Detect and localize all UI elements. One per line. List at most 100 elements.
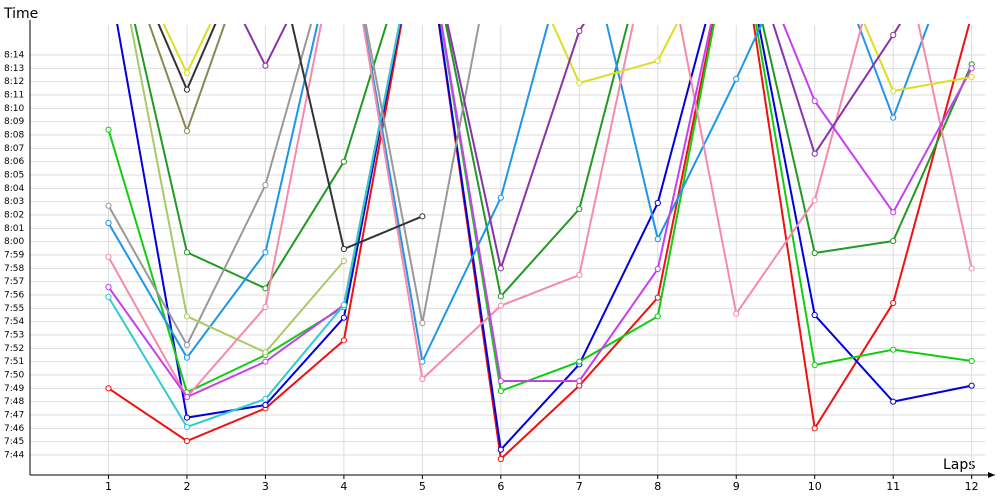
point (262, 395, 269, 403)
point (419, 375, 426, 383)
point (890, 209, 897, 216)
series-line (107, 24, 972, 394)
y-tick-label: 7:57 (4, 277, 24, 287)
point (576, 79, 583, 87)
point (811, 249, 818, 257)
point (419, 213, 426, 220)
x-tick-label: 3 (262, 480, 269, 493)
point (183, 414, 191, 421)
point (576, 205, 583, 213)
series-line (116, 24, 972, 452)
y-tick-label: 7:49 (4, 384, 24, 394)
y-tick-label: 8:00 (4, 237, 24, 247)
point (262, 62, 269, 69)
point (890, 346, 897, 353)
point (654, 57, 661, 65)
point (497, 455, 504, 463)
point (419, 319, 426, 327)
point (890, 87, 897, 95)
y-tick-label: 7:48 (4, 397, 24, 407)
y-tick-label: 8:02 (4, 211, 24, 221)
x-tick-label: 2 (183, 480, 190, 493)
point (811, 361, 818, 369)
point (262, 285, 269, 292)
y-tick-label: 8:06 (4, 157, 24, 167)
point (576, 358, 583, 365)
y-tick-label: 7:53 (4, 331, 24, 341)
y-axis-title: Time (3, 6, 38, 22)
point (340, 337, 347, 344)
x-tick-label: 5 (419, 480, 426, 493)
axis-arrow (988, 472, 995, 478)
point (968, 265, 975, 272)
x-tick-label: 7 (576, 480, 583, 493)
series-line (107, 24, 971, 462)
point (183, 69, 191, 77)
series-line (107, 24, 480, 348)
point (890, 299, 897, 307)
point (497, 387, 504, 395)
y-tick-label: 8:10 (4, 104, 24, 114)
x-tick-label: 11 (886, 480, 900, 493)
point (811, 97, 818, 105)
point (105, 283, 112, 291)
point (105, 385, 112, 392)
point (968, 73, 975, 81)
point (340, 245, 347, 253)
point (262, 249, 269, 256)
y-tick-label: 8:11 (4, 91, 24, 101)
y-tick-label: 8:07 (4, 144, 24, 154)
y-tick-label: 8:03 (4, 197, 24, 207)
point (340, 257, 347, 265)
point (262, 401, 269, 409)
y-tick-label: 7:59 (4, 251, 24, 261)
point (890, 237, 897, 245)
point (183, 313, 191, 320)
point (262, 358, 269, 365)
point (340, 301, 347, 309)
x-tick-label: 8 (654, 480, 661, 493)
point (968, 382, 975, 389)
point (183, 249, 191, 256)
y-tick-label: 8:01 (4, 224, 24, 234)
point (497, 265, 504, 272)
point (262, 349, 269, 356)
point (654, 294, 661, 301)
point (890, 31, 897, 39)
y-tick-label: 7:56 (4, 291, 24, 301)
x-tick-label: 1 (105, 480, 112, 493)
point (654, 235, 661, 243)
point (183, 437, 191, 445)
point (733, 75, 740, 83)
series-line (107, 24, 973, 399)
x-tick-label: 6 (497, 480, 504, 493)
point (811, 425, 818, 432)
y-tick-label: 8:08 (4, 131, 24, 141)
series-line (107, 24, 930, 365)
y-tick-label: 7:44 (4, 451, 24, 461)
point (733, 310, 740, 317)
point (183, 127, 191, 135)
point (969, 12, 974, 17)
point (183, 354, 191, 361)
point (811, 150, 818, 157)
y-tick-label: 7:55 (4, 304, 24, 314)
point (576, 377, 583, 385)
point (340, 158, 347, 165)
y-tick-label: 7:54 (4, 317, 24, 327)
point (890, 398, 897, 405)
point (576, 27, 583, 35)
point (968, 65, 975, 72)
x-axis-title: Laps (943, 457, 976, 473)
point (654, 313, 661, 320)
point (654, 199, 661, 207)
x-tick-label: 10 (808, 480, 822, 493)
point (497, 293, 504, 300)
point (497, 377, 504, 385)
point (105, 253, 112, 261)
point (811, 197, 818, 204)
y-tick-label: 7:58 (4, 264, 24, 274)
y-tick-label: 7:51 (4, 357, 24, 367)
series-line (157, 24, 423, 251)
